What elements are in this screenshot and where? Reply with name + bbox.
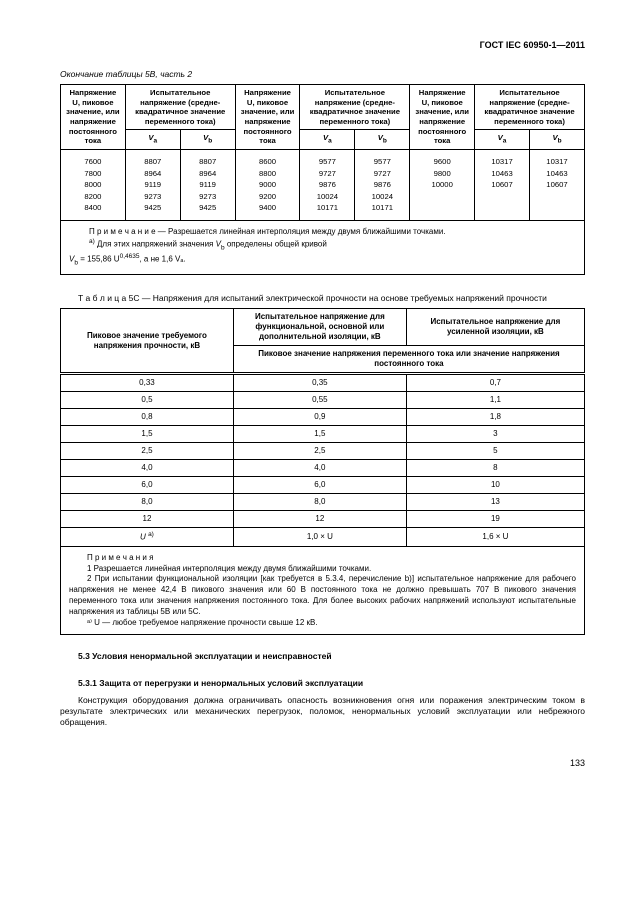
table-row: 6,06,010 xyxy=(61,477,585,494)
table-row: 0,330,350,7 xyxy=(61,374,585,392)
table-row: 121219 xyxy=(61,511,585,528)
t1-h-u3: Напряжение U, пиковое значение, или напр… xyxy=(410,84,475,149)
t1-h-test1: Испытательное напряжение (средне-квадрат… xyxy=(125,84,235,130)
section-5-3-1: 5.3.1 Защита от перегрузки и ненормальны… xyxy=(78,678,585,689)
t2-note: П р и м е ч а н и я 1 Разрешается линейн… xyxy=(61,546,585,635)
t1-va3: Va xyxy=(475,130,530,150)
body-paragraph: Конструкция оборудования должна ограничи… xyxy=(60,695,585,728)
section-5-3: 5.3 Условия ненормальной эксплуатации и … xyxy=(78,651,585,662)
t1-h-test3: Испытательное напряжение (средне-квадрат… xyxy=(475,84,585,130)
table-row: 2,52,55 xyxy=(61,443,585,460)
t1-va1: Va xyxy=(125,130,180,150)
table-5b: Напряжение U, пиковое значение, или напр… xyxy=(60,84,585,275)
t2-h1: Пиковое значение требуемого напряжения п… xyxy=(61,309,234,374)
table-row: 7600 7800 8000 8200 8400 8807 8964 9119 … xyxy=(61,150,585,221)
table-row: 1,51,53 xyxy=(61,426,585,443)
t1-va2: Va xyxy=(300,130,355,150)
table-row: 8,08,013 xyxy=(61,494,585,511)
t2-h2: Испытательное напряжение для функциональ… xyxy=(233,309,406,346)
t1-h-test2: Испытательное напряжение (средне-квадрат… xyxy=(300,84,410,130)
table-row: 0,80,91,8 xyxy=(61,409,585,426)
t2-h3: Испытательное напряжение для усиленной и… xyxy=(406,309,584,346)
t1-note: П р и м е ч а н и е — Разрешается линейн… xyxy=(61,220,585,274)
table2-caption: Т а б л и ц а 5С — Напряжения для испыта… xyxy=(60,293,585,304)
table-row: 4,04,08 xyxy=(61,460,585,477)
table-5c: Пиковое значение требуемого напряжения п… xyxy=(60,308,585,635)
t1-vb3: Vb xyxy=(530,130,585,150)
t2-hsub: Пиковое значение напряжения переменного … xyxy=(233,346,584,374)
standard-header: ГОСТ IEC 60950-1—2011 xyxy=(60,40,585,51)
table-row: 0,50,551,1 xyxy=(61,392,585,409)
t1-h-u2: Напряжение U, пиковое значение, или напр… xyxy=(235,84,300,149)
t1-vb2: Vb xyxy=(355,130,410,150)
table-row: U a) 1,0 × U 1,6 × U xyxy=(61,528,585,547)
t1-vb1: Vb xyxy=(180,130,235,150)
t1-h-u1: Напряжение U, пиковое значение, или напр… xyxy=(61,84,126,149)
table1-caption: Окончание таблицы 5В, часть 2 xyxy=(60,69,585,80)
page-number: 133 xyxy=(60,758,585,769)
